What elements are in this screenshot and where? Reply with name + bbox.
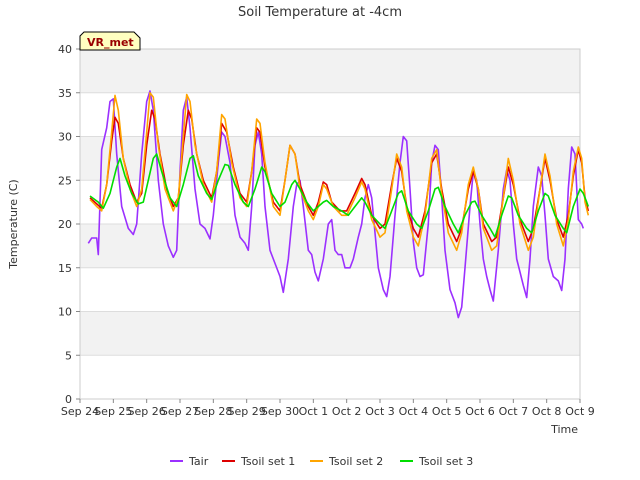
x-tick-label: Sep 28	[194, 405, 232, 418]
badge-box	[79, 31, 141, 51]
x-tick-label: Oct 9	[565, 405, 595, 418]
background-band	[80, 311, 580, 356]
series-line-tsoil-set-3	[89, 153, 590, 238]
background-band	[80, 355, 580, 399]
series-line-tair	[87, 90, 585, 319]
y-tick-label: 35	[58, 87, 72, 100]
badge-label: VR_met	[87, 36, 134, 49]
x-tick-label: Sep 24	[61, 405, 99, 418]
x-tick-label: Sep 29	[228, 405, 266, 418]
y-tick-label: 20	[58, 218, 72, 231]
x-tick-label: Oct 6	[465, 405, 495, 418]
background-band	[80, 92, 580, 137]
y-tick-label: 15	[58, 262, 72, 275]
x-tick-label: Oct 7	[499, 405, 529, 418]
x-tick-label: Oct 5	[432, 405, 462, 418]
chart-title: Soil Temperature at -4cm	[238, 5, 402, 20]
y-tick-label: 25	[58, 174, 72, 187]
x-tick-label: Sep 26	[128, 405, 166, 418]
background-band	[80, 224, 580, 268]
y-axis-title: Temperature (C)	[7, 179, 20, 269]
y-axis-ticks: 0 5 10 15 20 25 30 35 40	[58, 43, 80, 406]
y-tick-label: 30	[58, 131, 72, 144]
x-tick-label: Oct 2	[332, 405, 362, 418]
background-band	[80, 49, 580, 93]
series-line-tsoil-set-2	[89, 92, 590, 252]
legend-label: Tsoil set 3	[418, 455, 473, 468]
x-tick-label: Oct 8	[532, 405, 562, 418]
x-tick-label: Sep 25	[94, 405, 132, 418]
x-tick-label: Oct 1	[299, 405, 329, 418]
x-tick-label: Oct 4	[399, 405, 429, 418]
station-badge: VR_met	[79, 31, 141, 51]
legend-label: Tair	[188, 455, 209, 468]
y-tick-label: 40	[58, 43, 72, 56]
x-axis-title: Time	[550, 423, 578, 436]
x-tick-label: Sep 30	[261, 405, 299, 418]
background-band	[80, 267, 580, 312]
series-lines	[87, 90, 590, 319]
x-tick-label: Sep 27	[161, 405, 199, 418]
legend-label: Tsoil set 2	[328, 455, 383, 468]
legend-label: Tsoil set 1	[240, 455, 295, 468]
x-tick-label: Oct 3	[365, 405, 395, 418]
legend: Tair Tsoil set 1 Tsoil set 2 Tsoil set 3	[170, 455, 473, 468]
background-band	[80, 180, 580, 224]
y-tick-label: 5	[65, 349, 72, 362]
y-tick-label: 10	[58, 306, 72, 319]
y-tick-label: 0	[65, 393, 72, 406]
